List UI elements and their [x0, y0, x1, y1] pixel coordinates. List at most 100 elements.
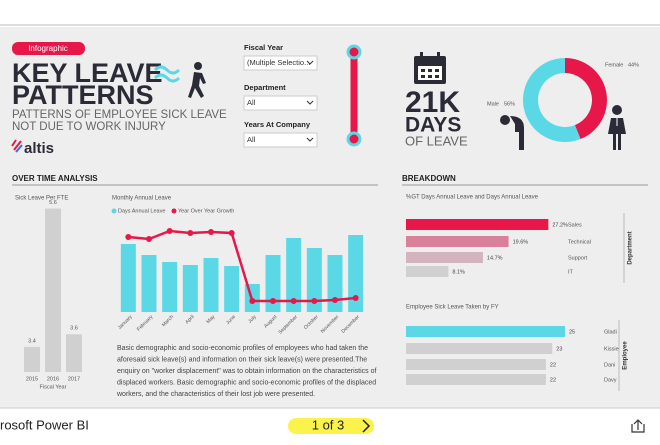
- legend-marker: [111, 208, 117, 214]
- chart-title: Monthly Annual Leave: [112, 196, 172, 202]
- logo-mark: [15, 144, 23, 153]
- wave-icon: [153, 65, 181, 83]
- badge-text: Infographic: [28, 44, 68, 53]
- logo-mark: [11, 139, 22, 151]
- calendar-icon: [414, 52, 446, 84]
- line-point: [352, 295, 359, 301]
- value-label: 25: [569, 329, 575, 335]
- dropdown[interactable]: [243, 95, 318, 111]
- walker-icon: [188, 62, 206, 98]
- chart-title: %GT Days Annual Leave and Days Annual Le…: [406, 195, 539, 201]
- chart-title: Sick Leave Per FTE: [15, 196, 68, 202]
- line-point: [187, 230, 194, 236]
- value-label: 23: [556, 346, 562, 352]
- category-label: Technical: [568, 239, 591, 245]
- bar: [45, 208, 61, 372]
- filter-label: Department: [244, 83, 286, 92]
- male-icon: [500, 115, 524, 150]
- title: KEY LEAVE: [12, 58, 163, 88]
- donut-category: Female: [605, 62, 623, 68]
- donut-slice: [523, 58, 581, 142]
- dropdown-value: All: [247, 98, 256, 107]
- bar: [406, 236, 509, 247]
- kpi-line: OF LEAVE: [405, 133, 468, 148]
- legend-marker: [171, 208, 177, 214]
- bar: [306, 248, 322, 312]
- x-tick-label: 2016: [47, 376, 59, 382]
- category-label: Kissie: [604, 346, 619, 352]
- female-icon: [608, 105, 626, 150]
- line-point: [311, 298, 318, 304]
- filter-label: Fiscal Year: [244, 43, 283, 52]
- bar: [406, 343, 553, 354]
- paragraph-line: displaced workers. Basic demographic and…: [117, 379, 376, 386]
- kpi-line: DAYS: [405, 114, 461, 137]
- donut-category: Male: [487, 101, 499, 107]
- section-title: OVER TIME ANALYSIS: [12, 174, 98, 183]
- donut-value: 56%: [504, 101, 515, 107]
- bar: [348, 235, 364, 312]
- bar: [182, 265, 198, 312]
- line-point: [228, 230, 235, 236]
- subtitle: NOT DUE TO WORK INJURY: [12, 121, 166, 133]
- bar: [203, 258, 219, 312]
- donut-slice: [565, 58, 607, 140]
- share-button[interactable]: [631, 419, 645, 433]
- filter-label: Years At Company: [244, 120, 311, 129]
- slider-handle[interactable]: [346, 131, 362, 147]
- value-label: 14.7%: [487, 255, 503, 261]
- bar: [224, 266, 240, 312]
- category-label: Davy: [604, 377, 617, 383]
- dropdown-value: All: [247, 135, 256, 144]
- line: [128, 229, 356, 303]
- x-axis-title: Fiscal Year: [40, 384, 67, 390]
- x-tick-label: May: [205, 314, 216, 325]
- next-page[interactable]: [362, 419, 371, 433]
- x-tick-label: 2017: [68, 376, 80, 382]
- axis-title: Department: [628, 231, 634, 264]
- value-label: 27.2%: [552, 222, 568, 228]
- bar: [120, 244, 136, 312]
- kpi-value: 21K: [405, 86, 460, 119]
- line-point: [332, 297, 338, 303]
- line-point: [208, 229, 214, 235]
- dropdown[interactable]: [243, 132, 318, 148]
- value-label: 22: [550, 362, 556, 368]
- value-label: 22: [550, 377, 556, 383]
- chart-title: Employee Sick Leave Taken by FY: [406, 305, 499, 311]
- title: PATTERNS: [12, 80, 154, 110]
- category-label: Support: [568, 255, 588, 261]
- category-label: Gladi: [604, 329, 617, 335]
- dropdown-chevron: [306, 137, 314, 142]
- bar: [286, 238, 302, 312]
- x-tick-label: July: [247, 314, 258, 325]
- bar: [265, 255, 281, 312]
- paragraph-line: workers, and the characteristics of thei…: [116, 391, 315, 398]
- paragraph-line: Basic demographic and socio-economic pro…: [117, 345, 368, 352]
- category-label: Dani: [604, 362, 615, 368]
- category-label: IT: [568, 269, 574, 275]
- bar: [406, 266, 449, 277]
- page-indicator: 1 of 3: [312, 417, 345, 432]
- x-tick-label: April: [184, 314, 195, 325]
- axis-title: Employee: [623, 341, 629, 370]
- line-point: [166, 228, 173, 234]
- value-label: 5.6: [49, 200, 57, 206]
- value-label: 19.6%: [513, 239, 529, 245]
- dropdown-value: (Multiple Selectio...: [247, 58, 310, 67]
- bar: [406, 326, 565, 337]
- dropdown[interactable]: [243, 55, 318, 71]
- value-label: 8.1%: [452, 269, 465, 275]
- slider-handle[interactable]: [346, 44, 362, 60]
- logo: altis: [24, 140, 54, 157]
- category-label: Sales: [568, 222, 582, 228]
- x-tick-label: 2015: [26, 376, 38, 382]
- donut-value: 44%: [628, 62, 639, 68]
- bar: [327, 255, 343, 312]
- section-title: BREAKDOWN: [402, 174, 456, 183]
- badge: [12, 42, 85, 55]
- legend-label: Days Annual Leave: [118, 208, 165, 214]
- bar: [162, 262, 178, 312]
- bar: [141, 255, 157, 312]
